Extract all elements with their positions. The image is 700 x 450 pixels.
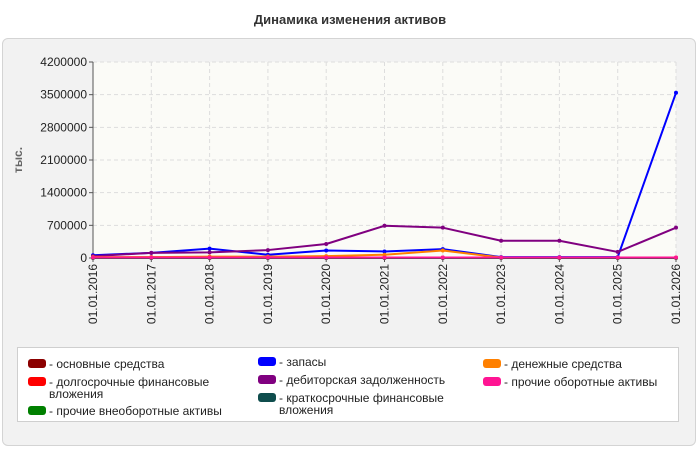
y-tick-label: 4200000 bbox=[40, 55, 87, 69]
data-point bbox=[265, 248, 270, 253]
legend-label: - запасы bbox=[279, 355, 327, 369]
legend-item: - основные средства bbox=[28, 358, 248, 370]
data-point bbox=[149, 255, 154, 260]
y-tick-label: 1400000 bbox=[40, 186, 87, 200]
legend-label: - краткосрочные финансовые вложения bbox=[279, 391, 444, 417]
legend-label: - долгосрочные финансовые вложения bbox=[49, 375, 210, 401]
x-tick-label: 01.01.2020 bbox=[319, 264, 333, 324]
legend: - основные средства - долгосрочные финан… bbox=[17, 347, 679, 422]
data-point bbox=[499, 255, 504, 260]
data-point bbox=[207, 246, 212, 251]
data-point bbox=[207, 250, 212, 255]
data-point bbox=[382, 223, 387, 228]
x-tick-label: 01.01.2022 bbox=[436, 264, 450, 324]
legend-label: - прочие внеоборотные активы bbox=[49, 404, 222, 418]
y-tick-label: 3500000 bbox=[40, 88, 87, 102]
legend-item: - денежные средства bbox=[483, 358, 663, 370]
chart-title: Динамика изменения активов bbox=[253, 12, 447, 27]
data-point bbox=[324, 255, 329, 260]
y-axis-title: тыс. bbox=[11, 147, 25, 173]
legend-swatch bbox=[258, 357, 276, 366]
data-point bbox=[674, 90, 678, 95]
data-point bbox=[440, 255, 445, 260]
legend-label: - прочие оборотные активы bbox=[504, 375, 658, 389]
data-point bbox=[499, 238, 504, 243]
x-tick-label: 01.01.2026 bbox=[669, 264, 683, 324]
y-tick-label: 2100000 bbox=[40, 153, 87, 167]
data-point bbox=[207, 255, 212, 260]
data-point bbox=[440, 225, 445, 230]
legend-swatch bbox=[28, 359, 46, 368]
data-point bbox=[557, 238, 562, 243]
legend-swatch bbox=[28, 377, 46, 386]
x-tick-label: 01.01.2018 bbox=[203, 264, 217, 324]
data-point bbox=[149, 250, 154, 255]
x-tick-label: 01.01.2024 bbox=[552, 264, 566, 324]
x-tick-label: 01.01.2019 bbox=[261, 264, 275, 324]
legend-swatch bbox=[483, 377, 501, 386]
data-point bbox=[674, 255, 678, 260]
data-point bbox=[324, 248, 329, 253]
legend-item: - дебиторская задолженность bbox=[258, 374, 458, 386]
data-point bbox=[324, 242, 329, 246]
data-point bbox=[557, 255, 562, 260]
data-point bbox=[382, 255, 387, 260]
x-tick-label: 01.01.2023 bbox=[494, 264, 508, 324]
legend-item: - прочие оборотные активы bbox=[483, 376, 663, 388]
data-point bbox=[615, 249, 620, 254]
legend-swatch bbox=[258, 393, 276, 402]
legend-swatch bbox=[28, 406, 46, 415]
y-tick-label: 2800000 bbox=[40, 120, 87, 134]
legend-label: - денежные средства bbox=[504, 357, 622, 371]
data-point bbox=[382, 252, 387, 257]
data-point bbox=[674, 225, 678, 230]
x-tick-label: 01.01.2016 bbox=[86, 264, 100, 324]
data-point bbox=[265, 255, 270, 260]
legend-swatch bbox=[483, 359, 501, 368]
data-point bbox=[440, 248, 445, 253]
data-point bbox=[615, 255, 620, 260]
data-point bbox=[382, 249, 387, 254]
x-tick-label: 01.01.2017 bbox=[144, 264, 158, 324]
x-tick-label: 01.01.2021 bbox=[378, 264, 392, 324]
legend-item: - краткосрочные финансовые вложения bbox=[258, 392, 458, 416]
x-tick-label: 01.01.2025 bbox=[611, 264, 625, 324]
legend-label: - основные средства bbox=[49, 357, 165, 371]
legend-item: - долгосрочные финансовые вложения bbox=[28, 376, 248, 400]
legend-item: - прочие внеоборотные активы bbox=[28, 405, 248, 417]
legend-swatch bbox=[258, 375, 276, 384]
y-tick-label: 700000 bbox=[47, 218, 87, 232]
data-point bbox=[91, 255, 95, 260]
legend-label: - дебиторская задолженность bbox=[279, 373, 446, 387]
y-tick-label: 0 bbox=[80, 251, 87, 265]
legend-item: - запасы bbox=[258, 356, 458, 368]
